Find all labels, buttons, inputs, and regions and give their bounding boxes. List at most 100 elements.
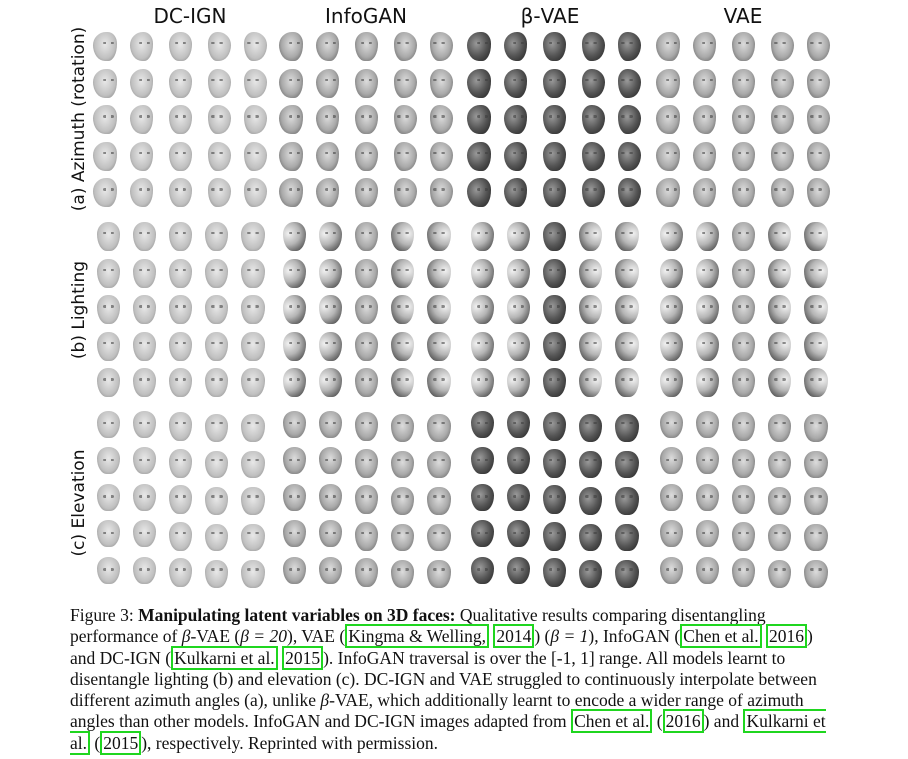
face-image: [575, 366, 608, 400]
face-panel: [655, 30, 833, 210]
face-image: [655, 140, 688, 174]
face-image: [423, 140, 456, 174]
face-image: [92, 410, 125, 444]
citation-link-chen[interactable]: Chen et al.: [571, 709, 653, 734]
column-header-dc-ign: DC-IGN: [153, 4, 227, 28]
face-image: [575, 556, 608, 590]
face-image: [278, 220, 311, 254]
face-image: [237, 220, 270, 254]
face-image: [466, 366, 499, 400]
face-image: [764, 103, 797, 137]
face-image: [350, 257, 383, 291]
face-image: [800, 176, 833, 210]
face-image: [502, 556, 535, 590]
citation-link-kingma-welling[interactable]: Kingma & Welling,: [345, 624, 489, 649]
face-image: [691, 257, 724, 291]
face-image: [201, 176, 234, 210]
citation-link-chen[interactable]: Chen et al.: [680, 624, 762, 649]
face-image: [764, 366, 797, 400]
face-image: [350, 447, 383, 481]
face-image: [314, 330, 347, 364]
face-image: [423, 447, 456, 481]
face-image: [278, 483, 311, 517]
face-image: [764, 257, 797, 291]
face-image: [128, 556, 161, 590]
caption-text: ), VAE (: [287, 626, 346, 647]
face-image: [727, 220, 760, 254]
face-image: [611, 520, 644, 554]
face-image: [575, 447, 608, 481]
face-image: [387, 30, 420, 64]
face-image: [764, 556, 797, 590]
face-image: [92, 67, 125, 101]
face-image: [314, 257, 347, 291]
citation-link-kulkarni[interactable]: Kulkarni et al.: [70, 709, 826, 755]
caption-text: -VAE, which additionally learnt to encod…: [70, 690, 804, 732]
face-image: [423, 293, 456, 327]
face-image: [502, 293, 535, 327]
face-image: [387, 556, 420, 590]
citation-link-2015[interactable]: 2015: [100, 730, 142, 755]
face-image: [611, 176, 644, 210]
face-image: [502, 176, 535, 210]
face-image: [278, 176, 311, 210]
face-image: [575, 257, 608, 291]
face-image: [423, 67, 456, 101]
face-image: [128, 140, 161, 174]
face-image: [350, 330, 383, 364]
face-image: [92, 220, 125, 254]
citation-link-kulkarni[interactable]: Kulkarni et al.: [171, 645, 278, 670]
face-image: [423, 176, 456, 210]
face-image: [764, 30, 797, 64]
face-image: [611, 293, 644, 327]
face-image: [314, 556, 347, 590]
figure-caption: Figure 3: Manipulating latent variables …: [70, 605, 835, 755]
face-image: [655, 103, 688, 137]
face-image: [387, 410, 420, 444]
face-image: [164, 330, 197, 364]
face-image: [387, 483, 420, 517]
face-image: [128, 447, 161, 481]
face-image: [538, 30, 571, 64]
face-image: [314, 447, 347, 481]
face-image: [201, 30, 234, 64]
face-image: [575, 220, 608, 254]
face-image: [538, 176, 571, 210]
citation-link-2016[interactable]: 2016: [662, 709, 704, 734]
face-image: [423, 220, 456, 254]
face-image: [164, 366, 197, 400]
caption-symbol-beta: β: [320, 690, 330, 711]
citation-link-2016[interactable]: 2016: [765, 624, 807, 649]
face-image: [764, 67, 797, 101]
citation-link-2015[interactable]: 2015: [282, 645, 324, 670]
face-image: [575, 520, 608, 554]
face-image: [387, 103, 420, 137]
face-image: [575, 330, 608, 364]
face-image: [128, 257, 161, 291]
face-image: [237, 410, 270, 444]
face-image: [538, 366, 571, 400]
face-image: [128, 67, 161, 101]
face-image: [201, 447, 234, 481]
face-image: [800, 520, 833, 554]
face-image: [387, 67, 420, 101]
caption-text: ) and: [703, 711, 744, 732]
face-image: [164, 103, 197, 137]
face-image: [278, 103, 311, 137]
face-image: [466, 257, 499, 291]
row-label-lighting: (b) Lighting: [69, 260, 89, 360]
face-image: [611, 447, 644, 481]
face-image: [800, 257, 833, 291]
face-panel: [655, 410, 833, 590]
face-image: [800, 103, 833, 137]
citation-link-2014[interactable]: 2014: [493, 624, 535, 649]
caption-math: β = 20: [240, 626, 287, 647]
face-image: [727, 67, 760, 101]
face-image: [538, 330, 571, 364]
face-image: [502, 257, 535, 291]
face-image: [611, 140, 644, 174]
face-image: [423, 483, 456, 517]
caption-text: ), InfoGAN (: [588, 626, 681, 647]
row-label-elevation: (c) Elevation: [69, 449, 89, 557]
face-image: [164, 483, 197, 517]
